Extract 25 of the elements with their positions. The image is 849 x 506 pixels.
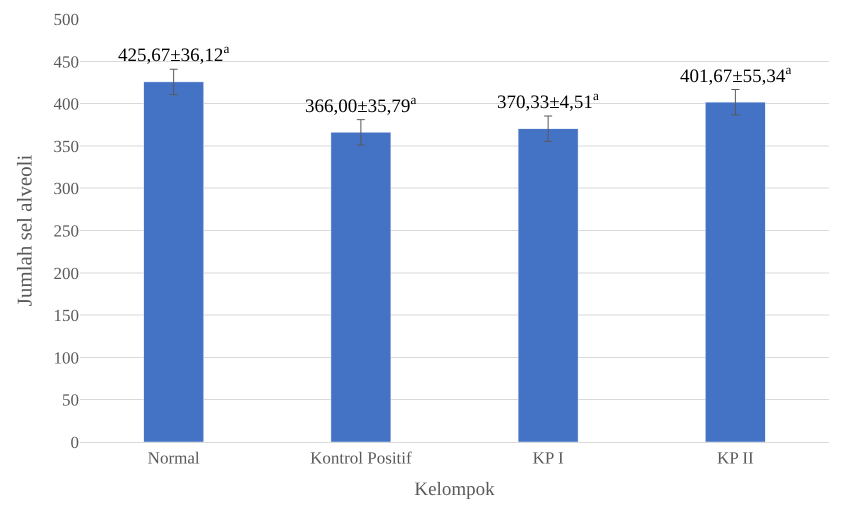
- x-tick-label: KP II: [717, 448, 754, 468]
- x-tick-label: KP I: [532, 448, 564, 468]
- bar: [143, 82, 204, 442]
- y-tick-label: 250: [54, 221, 79, 240]
- y-tick-label: 200: [54, 264, 79, 283]
- y-tick-label: 0: [70, 432, 79, 452]
- y-tick-label: 100: [54, 348, 79, 368]
- data-label: 366,00±35,79$^{a}$: [305, 92, 416, 117]
- y-tick-label: 150: [54, 306, 79, 326]
- x-tick-label: Kontrol Positif: [310, 448, 412, 468]
- bar: [518, 128, 578, 442]
- bar: [330, 132, 392, 442]
- data-label: 401,67±55,34$^{a}$: [680, 62, 792, 87]
- y-tick-label: 350: [54, 136, 79, 156]
- x-axis-title: Kelompok: [414, 479, 496, 500]
- y-tick-label: 450: [54, 52, 79, 72]
- data-label: 370,33±4,51$^{a}$: [497, 88, 599, 113]
- y-axis-title: Jumlah sel alveoli: [12, 154, 37, 306]
- y-tick-label: 50: [62, 390, 79, 410]
- y-tick-label: 300: [54, 179, 79, 198]
- bar: [705, 102, 766, 442]
- x-tick-label: Normal: [148, 448, 200, 468]
- y-tick-label: 500: [54, 10, 79, 29]
- data-label: 425,67±36,12$^{a}$: [118, 41, 230, 66]
- y-tick-label: 400: [54, 94, 79, 114]
